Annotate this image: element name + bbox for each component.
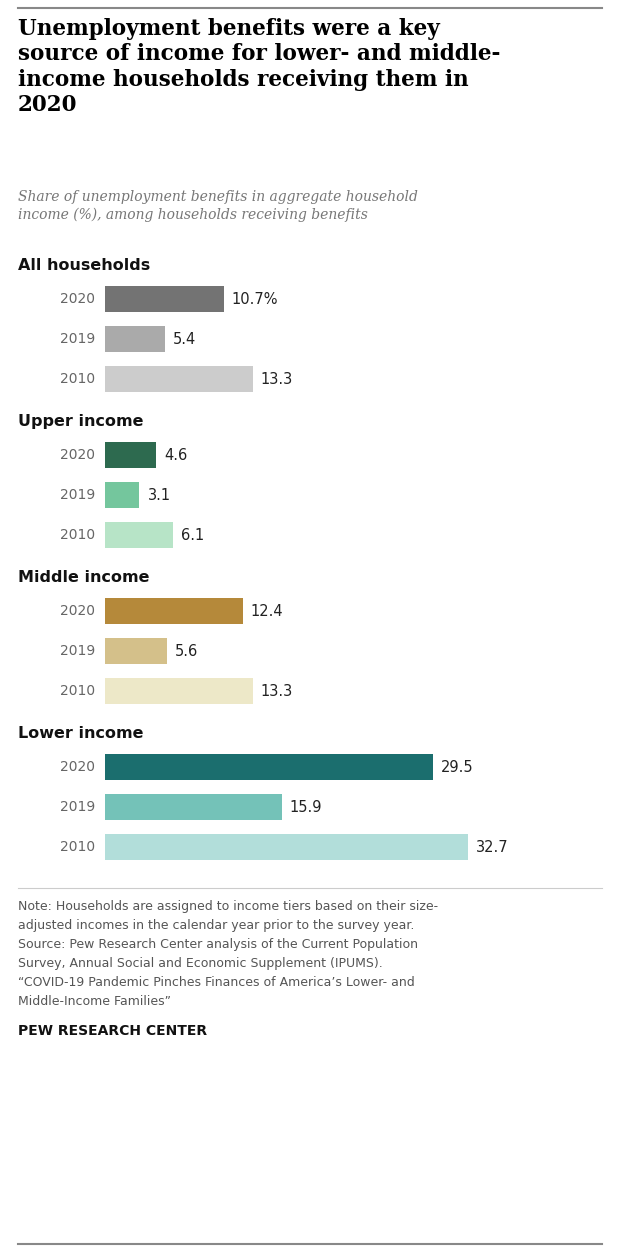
Text: Note: Households are assigned to income tiers based on their size-: Note: Households are assigned to income … bbox=[18, 900, 438, 913]
Text: 4.6: 4.6 bbox=[164, 448, 187, 463]
FancyBboxPatch shape bbox=[105, 834, 468, 860]
Text: 29.5: 29.5 bbox=[441, 760, 474, 775]
Text: 2010: 2010 bbox=[60, 840, 95, 854]
Text: PEW RESEARCH CENTER: PEW RESEARCH CENTER bbox=[18, 1025, 207, 1038]
FancyBboxPatch shape bbox=[105, 482, 140, 508]
Text: 2019: 2019 bbox=[60, 488, 95, 502]
Text: All households: All households bbox=[18, 258, 150, 273]
Text: 2019: 2019 bbox=[60, 800, 95, 814]
Text: 2019: 2019 bbox=[60, 332, 95, 346]
Text: 5.6: 5.6 bbox=[175, 643, 198, 658]
Text: 2019: 2019 bbox=[60, 645, 95, 658]
Text: 2010: 2010 bbox=[60, 528, 95, 542]
Text: 15.9: 15.9 bbox=[290, 800, 322, 815]
Text: 3.1: 3.1 bbox=[148, 488, 171, 503]
FancyBboxPatch shape bbox=[105, 678, 253, 703]
Text: adjusted incomes in the calendar year prior to the survey year.: adjusted incomes in the calendar year pr… bbox=[18, 919, 414, 932]
Text: Share of unemployment benefits in aggregate household
income (%), among househol: Share of unemployment benefits in aggreg… bbox=[18, 191, 418, 222]
Text: 2010: 2010 bbox=[60, 683, 95, 698]
Text: 2020: 2020 bbox=[60, 760, 95, 774]
Text: Middle income: Middle income bbox=[18, 571, 149, 586]
Text: Middle-Income Families”: Middle-Income Families” bbox=[18, 994, 171, 1008]
Text: Upper income: Upper income bbox=[18, 414, 143, 429]
Text: 13.3: 13.3 bbox=[261, 683, 293, 698]
Text: 2020: 2020 bbox=[60, 448, 95, 461]
Text: 2020: 2020 bbox=[60, 604, 95, 618]
FancyBboxPatch shape bbox=[105, 441, 156, 468]
Text: 12.4: 12.4 bbox=[250, 603, 283, 618]
FancyBboxPatch shape bbox=[105, 794, 281, 820]
Text: 5.4: 5.4 bbox=[173, 331, 197, 346]
Text: 10.7%: 10.7% bbox=[232, 291, 278, 306]
Text: Lower income: Lower income bbox=[18, 726, 143, 741]
Text: 6.1: 6.1 bbox=[181, 528, 204, 543]
FancyBboxPatch shape bbox=[105, 598, 243, 624]
Text: “COVID-19 Pandemic Pinches Finances of America’s Lower- and: “COVID-19 Pandemic Pinches Finances of A… bbox=[18, 976, 415, 989]
FancyBboxPatch shape bbox=[105, 754, 433, 780]
FancyBboxPatch shape bbox=[105, 522, 173, 548]
Text: 13.3: 13.3 bbox=[261, 371, 293, 386]
Text: Unemployment benefits were a key
source of income for lower- and middle-
income : Unemployment benefits were a key source … bbox=[18, 18, 500, 117]
Text: 2020: 2020 bbox=[60, 292, 95, 306]
FancyBboxPatch shape bbox=[105, 286, 224, 312]
FancyBboxPatch shape bbox=[105, 366, 253, 393]
FancyBboxPatch shape bbox=[105, 638, 167, 665]
FancyBboxPatch shape bbox=[105, 326, 165, 352]
Text: 2010: 2010 bbox=[60, 372, 95, 386]
Text: Source: Pew Research Center analysis of the Current Population: Source: Pew Research Center analysis of … bbox=[18, 938, 418, 951]
Text: Survey, Annual Social and Economic Supplement (IPUMS).: Survey, Annual Social and Economic Suppl… bbox=[18, 957, 383, 971]
Text: 32.7: 32.7 bbox=[476, 839, 509, 854]
